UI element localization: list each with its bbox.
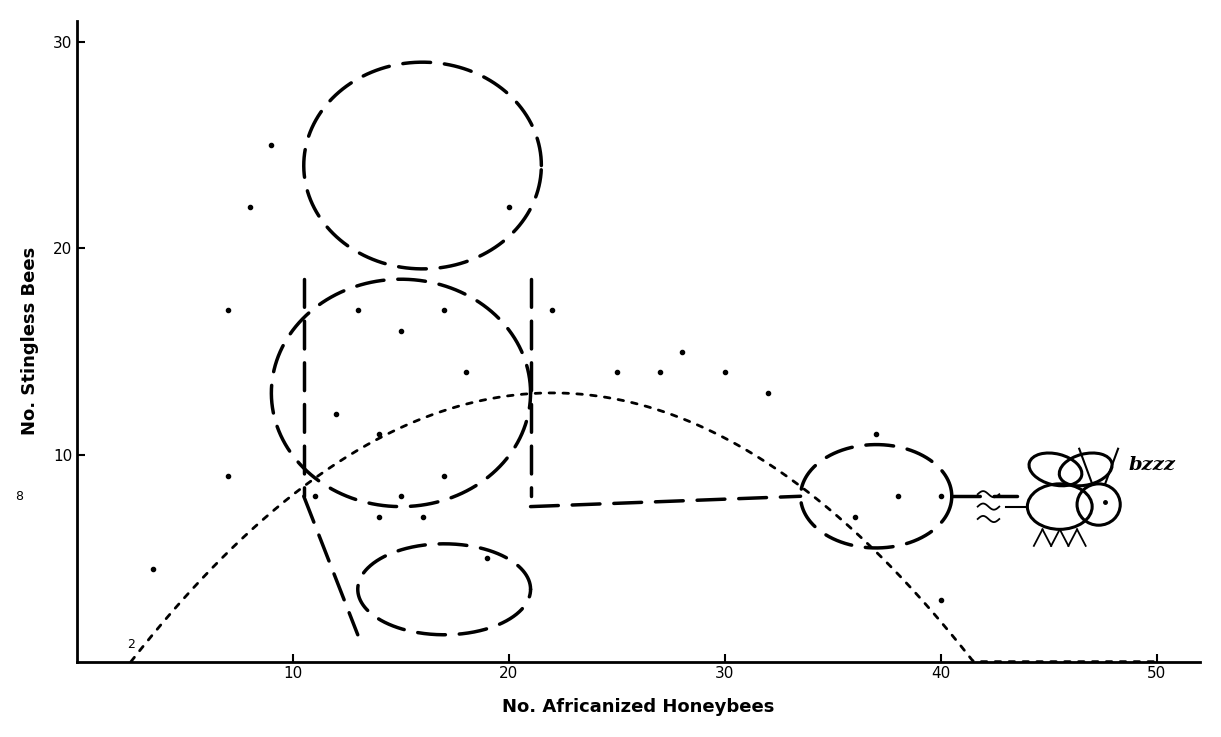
Text: 8: 8	[15, 490, 23, 503]
Text: 2: 2	[127, 638, 134, 652]
Y-axis label: No. Stingless Bees: No. Stingless Bees	[21, 247, 39, 436]
Text: bzzz: bzzz	[1129, 455, 1176, 473]
X-axis label: No. Africanized Honeybees: No. Africanized Honeybees	[502, 698, 775, 716]
